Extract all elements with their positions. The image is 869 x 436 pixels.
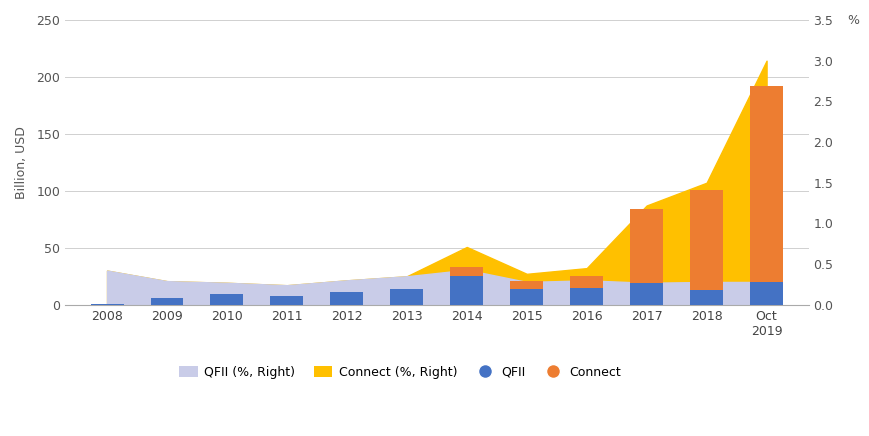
Bar <box>210 294 243 305</box>
Legend: QFII (%, Right), Connect (%, Right), QFII, Connect: QFII (%, Right), Connect (%, Right), QFI… <box>174 361 625 384</box>
Bar <box>450 267 482 276</box>
Bar <box>629 283 662 305</box>
Y-axis label: %: % <box>846 14 859 27</box>
Bar <box>90 303 123 305</box>
Bar <box>689 190 722 290</box>
Bar <box>689 290 722 305</box>
Bar <box>390 289 423 305</box>
Bar <box>510 281 542 289</box>
Y-axis label: Billion, USD: Billion, USD <box>15 126 28 199</box>
Bar <box>749 86 782 282</box>
Bar <box>270 296 303 305</box>
Bar <box>330 292 363 305</box>
Bar <box>150 298 183 305</box>
Bar <box>450 276 482 305</box>
Bar <box>629 209 662 283</box>
Bar <box>569 276 602 288</box>
Bar <box>749 282 782 305</box>
Bar <box>510 289 542 305</box>
Bar <box>569 288 602 305</box>
